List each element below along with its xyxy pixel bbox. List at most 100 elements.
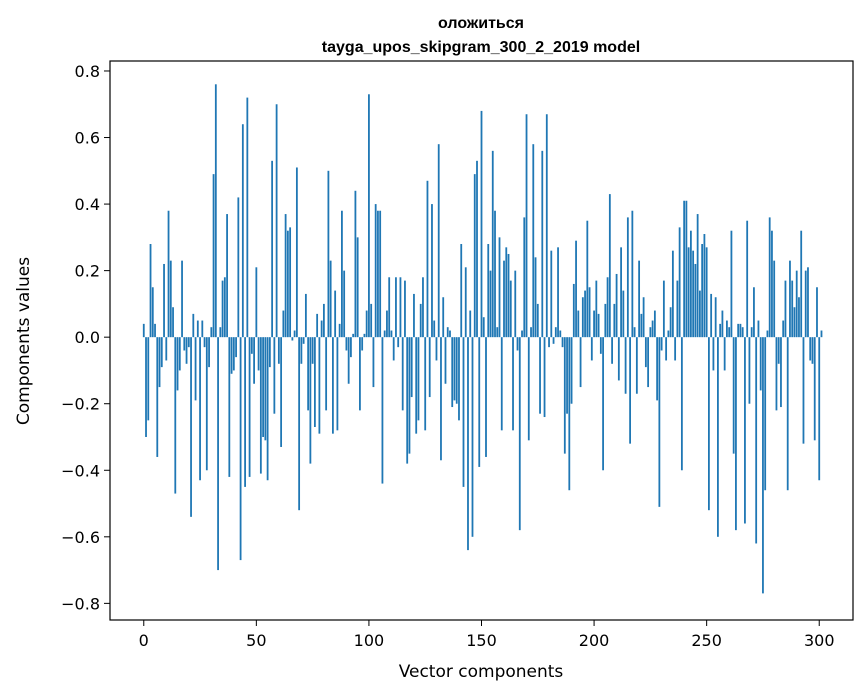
bar: [354, 190, 357, 338]
bar: [644, 337, 647, 368]
bar: [464, 267, 467, 338]
bar: [458, 337, 460, 421]
bar: [631, 210, 634, 338]
bar: [471, 337, 474, 537]
bar: [478, 337, 481, 467]
bar: [611, 337, 613, 364]
bar: [327, 170, 330, 338]
bar: [388, 277, 391, 338]
bar: [255, 267, 258, 338]
bar: [275, 104, 278, 338]
bar: [532, 144, 535, 338]
bar: [656, 337, 659, 401]
bar: [777, 337, 780, 364]
bar: [302, 337, 305, 344]
bar: [313, 337, 316, 428]
bar: [489, 270, 492, 338]
bar: [739, 323, 742, 338]
bar: [530, 327, 532, 338]
x-axis-label: Vector components: [399, 662, 564, 682]
bar: [284, 214, 287, 338]
bar: [370, 303, 373, 338]
bar: [363, 333, 366, 338]
bar: [187, 337, 190, 348]
bar: [392, 337, 395, 361]
bar: [379, 210, 382, 338]
bar: [167, 210, 170, 338]
bar: [163, 263, 165, 338]
bar: [145, 337, 147, 437]
bar: [586, 220, 589, 338]
bar: [703, 234, 706, 338]
bar: [300, 337, 303, 364]
bar: [590, 337, 593, 361]
bar: [271, 160, 274, 338]
y-tick-label: −0.2: [61, 395, 100, 414]
bar: [577, 310, 580, 338]
bar: [674, 337, 677, 361]
bar: [469, 310, 472, 338]
bar: [221, 280, 224, 338]
bar: [196, 320, 199, 338]
bar: [199, 337, 201, 481]
bar: [372, 337, 375, 388]
bar: [401, 337, 404, 411]
bar: [494, 210, 496, 338]
bar: [268, 337, 271, 368]
bar: [343, 270, 346, 338]
bar: [341, 210, 343, 338]
bar: [311, 337, 314, 364]
bar: [426, 180, 429, 338]
bar: [784, 280, 787, 338]
bar: [309, 337, 312, 464]
bar: [548, 337, 550, 348]
bar: [694, 263, 697, 338]
bar: [557, 247, 559, 338]
x-tick-label: 50: [246, 631, 266, 650]
bar: [503, 260, 505, 338]
bar: [802, 337, 805, 444]
bar: [708, 337, 710, 511]
bar: [660, 337, 663, 351]
bar: [766, 330, 769, 338]
bar: [570, 337, 573, 404]
bar: [685, 200, 688, 338]
bar: [541, 150, 544, 338]
bar: [262, 337, 264, 437]
bar: [581, 297, 584, 338]
x-tick-label: 200: [579, 631, 610, 650]
bar: [620, 247, 622, 338]
bar: [509, 280, 512, 338]
bar: [422, 277, 424, 338]
bar: [428, 337, 431, 398]
bar: [336, 337, 339, 431]
bar: [791, 280, 794, 338]
bar: [377, 210, 379, 338]
bar: [624, 337, 627, 394]
bar: [523, 217, 526, 338]
bar: [419, 303, 422, 338]
bar: [467, 337, 469, 551]
bar: [665, 337, 668, 361]
bar: [455, 337, 458, 404]
bar: [316, 313, 319, 338]
y-tick-label: 0.8: [75, 62, 100, 81]
bar: [413, 293, 415, 338]
bar: [496, 327, 499, 338]
bar: [512, 337, 514, 431]
bar: [678, 227, 681, 338]
bar: [264, 337, 267, 441]
bar: [536, 303, 539, 338]
bar: [771, 230, 773, 338]
y-tick-label: −0.6: [61, 528, 100, 547]
bar: [561, 337, 564, 348]
bar: [334, 290, 337, 338]
bar: [593, 310, 595, 338]
bar: [368, 94, 370, 338]
bar: [809, 337, 812, 361]
bar: [201, 320, 204, 338]
bar: [286, 230, 289, 338]
bar: [719, 323, 722, 338]
bar: [671, 250, 674, 338]
bar: [329, 260, 332, 338]
